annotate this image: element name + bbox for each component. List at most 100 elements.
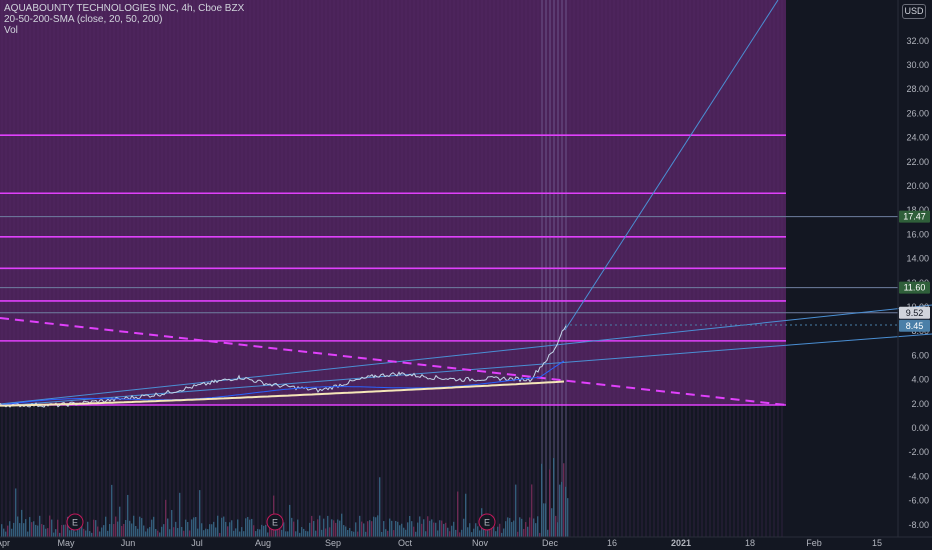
volume-bar	[305, 530, 307, 537]
volume-bar	[25, 519, 27, 537]
volume-bar	[463, 518, 465, 537]
volume-bar	[347, 530, 349, 537]
volume-bar	[211, 524, 213, 537]
volume-bar	[437, 530, 439, 537]
volume-bar	[371, 521, 373, 537]
volume-bar	[373, 516, 375, 537]
symbol-title[interactable]: AQUABOUNTY TECHNOLOGIES INC, 4h, Cboe BZ…	[4, 3, 245, 14]
volume-bar	[127, 494, 129, 537]
price-tick-label: 6.00	[911, 350, 929, 360]
volume-bar	[107, 530, 109, 537]
volume-bar	[389, 518, 391, 537]
volume-bar	[321, 529, 323, 537]
volume-bar	[21, 509, 23, 537]
indicator-label[interactable]: 20-50-200-SMA (close, 20, 50, 200)	[4, 14, 163, 25]
volume-bar	[29, 517, 31, 537]
price-tag	[899, 306, 930, 319]
volume-bar	[231, 520, 233, 537]
volume-bar	[177, 528, 179, 537]
earnings-marker-label: E	[484, 518, 490, 528]
volume-bar	[141, 518, 143, 537]
volume-bar	[521, 518, 523, 537]
time-tick-label: May	[57, 538, 75, 548]
price-tag	[899, 281, 930, 294]
time-axis[interactable]: Apr May Jun Jul Aug Sep Oct Nov Dec 16 2021 18 Feb 15	[0, 538, 882, 548]
volume-bar	[147, 528, 149, 537]
price-tick-label: 32.00	[906, 36, 929, 46]
volume-bar	[139, 516, 141, 537]
volume-bar	[303, 528, 305, 537]
trend-line-steep[interactable]	[564, 0, 779, 331]
volume-bar	[163, 524, 165, 537]
volume-bar	[27, 531, 29, 537]
price-tag	[899, 319, 930, 332]
volume-bar	[443, 523, 445, 537]
volume-bar	[249, 519, 251, 537]
volume-bar	[529, 517, 531, 537]
price-tag	[899, 210, 930, 223]
trend-line-dashed-descending[interactable]	[0, 317, 787, 406]
volume-bar	[413, 526, 415, 537]
time-tick-label: 2021	[671, 538, 691, 548]
trend-line-upper-channel[interactable]	[0, 304, 932, 405]
volume-bar	[287, 531, 289, 537]
volume-bar	[241, 527, 243, 537]
volume-bar	[239, 531, 241, 537]
volume-bar	[549, 469, 551, 537]
volume-bar	[355, 522, 357, 537]
volume-bar	[427, 516, 429, 537]
volume-bar	[101, 527, 103, 537]
volume-bar	[543, 503, 545, 537]
volume-bar	[5, 531, 7, 537]
volume-bar	[557, 522, 559, 537]
volume-bar	[555, 515, 557, 537]
volume-bar	[377, 515, 379, 537]
volume-bar	[67, 516, 69, 537]
volume-bar	[335, 522, 337, 537]
price-tick-label: 0.00	[911, 423, 929, 433]
volume-bar	[329, 527, 331, 537]
volume-bar	[471, 532, 473, 537]
volume-bar	[455, 529, 457, 537]
time-tick-label: 15	[872, 538, 882, 548]
time-tick-label: Feb	[806, 538, 822, 548]
volume-bar	[339, 520, 341, 537]
volume-bar	[357, 531, 359, 537]
volume-bar	[317, 519, 319, 537]
volume-bar	[381, 531, 383, 537]
earnings-marker[interactable]	[66, 513, 84, 531]
volume-bar	[567, 498, 569, 537]
volume-bar	[407, 522, 409, 537]
time-tick-label: Apr	[0, 538, 10, 548]
volume-bar	[519, 517, 521, 537]
volume-bar	[385, 529, 387, 537]
volume-bar	[47, 528, 49, 537]
volume-bar	[295, 531, 297, 537]
volume-bar	[467, 527, 469, 537]
price-axis[interactable]: 32.00 30.00 28.00 26.00 24.00 22.00 20.00 18.00…	[906, 36, 929, 530]
volume-label[interactable]: Vol	[4, 25, 18, 36]
volume-bar	[121, 525, 123, 537]
volume-bar	[245, 518, 247, 537]
volume-bar	[301, 527, 303, 537]
earnings-marker[interactable]	[266, 513, 284, 531]
volume-bar	[187, 522, 189, 537]
earnings-marker[interactable]	[478, 513, 496, 531]
volume-bar	[411, 521, 413, 537]
currency-button[interactable]: USD	[902, 4, 926, 19]
volume-bar	[215, 527, 217, 537]
volume-bar	[223, 516, 225, 537]
volume-bar	[7, 525, 9, 537]
volume-bar	[157, 530, 159, 537]
volume-bar	[323, 518, 325, 537]
volume-bar	[23, 523, 25, 537]
volume-bar	[375, 517, 377, 537]
volume-bar	[343, 525, 345, 537]
volume-bar	[3, 528, 5, 537]
volume-bar	[181, 526, 183, 537]
volume-bar	[425, 531, 427, 537]
volume-bar	[541, 463, 543, 537]
time-tick-label: 18	[745, 538, 755, 548]
volume-bar	[367, 521, 369, 537]
